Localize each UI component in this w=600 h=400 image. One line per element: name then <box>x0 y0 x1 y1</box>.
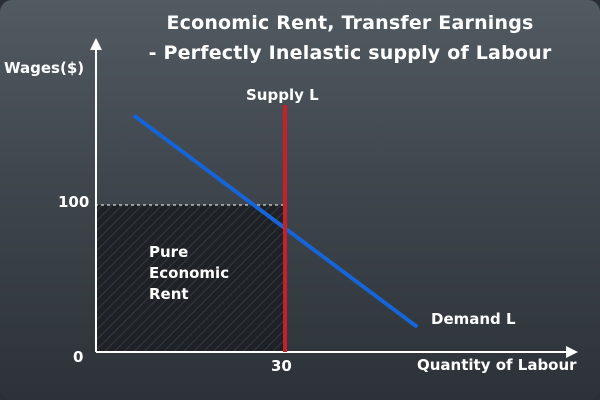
y-tick-label-0: 0 <box>73 348 84 366</box>
x-axis-arrow <box>566 346 578 358</box>
pure-economic-rent-region <box>96 205 285 352</box>
demand-series-label: Demand L <box>431 310 516 328</box>
supply-series-label: Supply L <box>246 86 319 104</box>
pure-economic-rent-label: Pure Economic Rent <box>149 242 229 305</box>
x-tick-label-30: 30 <box>271 357 292 375</box>
x-axis-label: Quantity of Labour <box>417 356 577 374</box>
demand-line <box>132 113 419 329</box>
y-tick-label-100: 100 <box>58 193 90 211</box>
region-label-line-2: Economic <box>149 264 230 282</box>
chart-title-line-1: Economic Rent, Transfer Earnings <box>166 12 534 34</box>
y-axis-arrow <box>90 38 102 50</box>
y-axis-label: Wages($) <box>4 59 85 77</box>
region-label-line-1: Pure <box>149 243 189 261</box>
region-label-line-3: Rent <box>149 285 189 303</box>
chart-title-line-2: - Perfectly Inelastic supply of Labour <box>148 42 552 64</box>
